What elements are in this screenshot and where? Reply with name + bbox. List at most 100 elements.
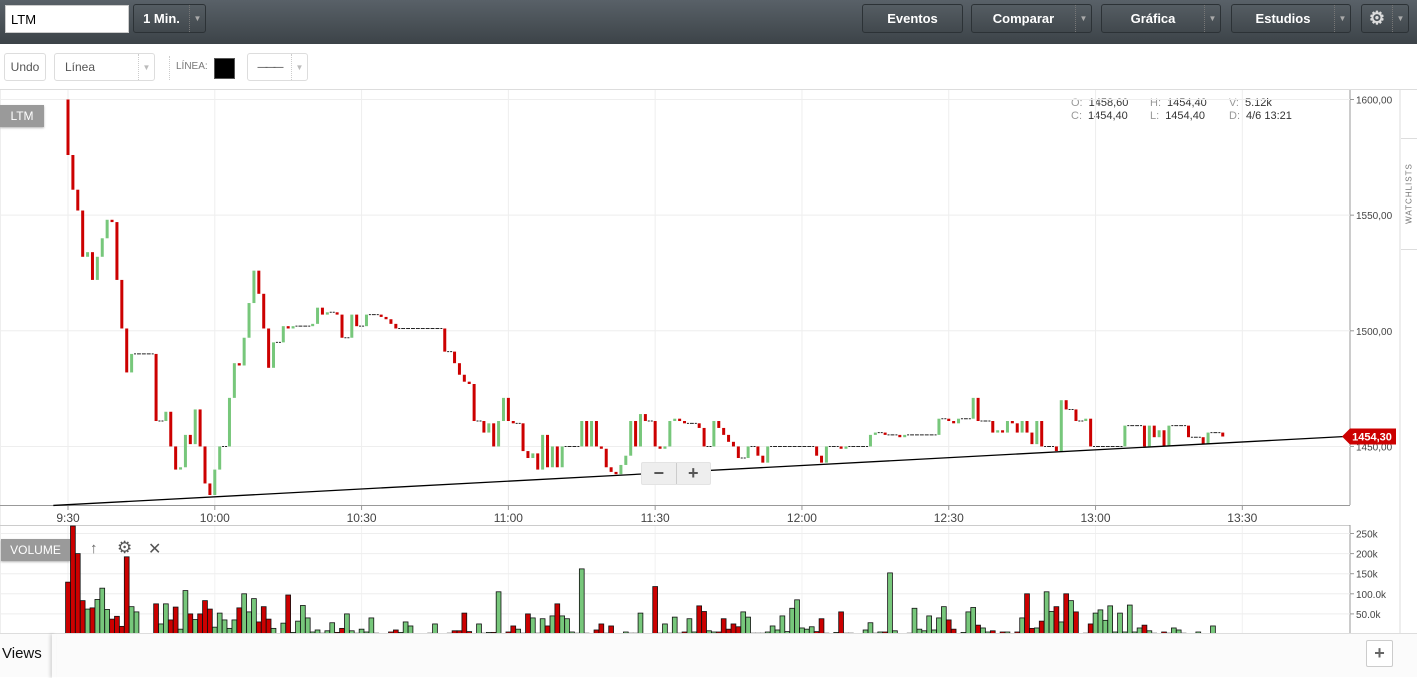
candle-up bbox=[233, 363, 236, 398]
volume-bar bbox=[1074, 612, 1079, 634]
zoom-out-button[interactable]: − bbox=[642, 463, 676, 484]
volume-bar bbox=[780, 616, 785, 634]
volume-bar bbox=[1020, 618, 1025, 634]
candle-down bbox=[698, 423, 701, 428]
candle-up bbox=[96, 257, 99, 280]
time-tick-label: 10:30 bbox=[347, 511, 377, 525]
candle-up bbox=[1084, 419, 1087, 421]
candle-down bbox=[522, 423, 525, 451]
volume-bar bbox=[560, 616, 565, 634]
volume-bar bbox=[1098, 610, 1103, 634]
chart-frame bbox=[0, 90, 1400, 634]
candle-down bbox=[898, 435, 901, 437]
candle-up bbox=[937, 419, 940, 435]
candle-down bbox=[815, 446, 818, 455]
volume-bar bbox=[687, 619, 692, 634]
price-series-badge[interactable]: LTM bbox=[0, 105, 44, 127]
candle-down bbox=[556, 446, 559, 467]
candle-down bbox=[111, 220, 114, 222]
candle-up bbox=[541, 435, 544, 470]
candle-down bbox=[977, 398, 980, 421]
candle-up bbox=[252, 271, 255, 303]
candle-up bbox=[957, 419, 960, 424]
candle-down bbox=[1163, 430, 1166, 446]
candle-down bbox=[389, 319, 392, 324]
candle-down bbox=[947, 419, 950, 421]
candle-down bbox=[287, 326, 290, 328]
volume-bar bbox=[966, 612, 971, 634]
candle-down bbox=[257, 271, 260, 294]
candle-up bbox=[326, 312, 329, 314]
candle-down bbox=[1001, 430, 1004, 432]
candle-down bbox=[585, 421, 588, 446]
volume-bar bbox=[790, 608, 795, 634]
candle-down bbox=[385, 317, 388, 319]
candle-down bbox=[341, 315, 344, 338]
views-label: Views bbox=[2, 645, 42, 662]
price-tick-label: 1600,00 bbox=[1356, 96, 1393, 107]
time-tick-label: 13:30 bbox=[1227, 511, 1257, 525]
candle-down bbox=[610, 467, 613, 472]
volume-bar bbox=[1103, 620, 1108, 634]
candle-down bbox=[1221, 433, 1224, 437]
candle-down bbox=[199, 409, 202, 446]
candle-down bbox=[644, 414, 647, 421]
volume-bar bbox=[95, 599, 100, 634]
volume-bar bbox=[839, 612, 844, 634]
volume-bar bbox=[1044, 592, 1049, 634]
volume-bar bbox=[1069, 601, 1074, 634]
volume-bar bbox=[198, 614, 203, 634]
current-price-label: 1454,30 bbox=[1352, 432, 1392, 444]
candle-up bbox=[1148, 426, 1151, 447]
candle-down bbox=[81, 211, 84, 257]
volume-tick-label: 50.0k bbox=[1356, 610, 1381, 621]
add-view-button[interactable]: + bbox=[1366, 640, 1393, 667]
volume-bar bbox=[672, 617, 677, 634]
candle-down bbox=[174, 446, 177, 469]
volume-tick-label: 150k bbox=[1356, 570, 1379, 581]
candle-up bbox=[825, 446, 828, 462]
candle-down bbox=[1187, 426, 1190, 438]
volume-study-badge[interactable]: VOLUME bbox=[1, 539, 70, 561]
candle-down bbox=[169, 412, 172, 447]
candle-up bbox=[874, 433, 877, 435]
candle-down bbox=[1065, 400, 1068, 409]
candle-down bbox=[492, 423, 495, 446]
candle-down bbox=[115, 222, 118, 280]
candle-up bbox=[629, 421, 632, 456]
candle-down bbox=[380, 315, 383, 317]
volume-bar bbox=[540, 619, 545, 634]
candle-up bbox=[350, 315, 353, 338]
candle-down bbox=[615, 472, 618, 474]
candle-down bbox=[453, 352, 456, 364]
volume-bar bbox=[110, 619, 115, 634]
candle-down bbox=[600, 446, 603, 448]
candle-down bbox=[67, 100, 70, 156]
candle-down bbox=[355, 315, 358, 327]
volume-tick-label: 200k bbox=[1356, 550, 1379, 561]
zoom-in-button[interactable]: + bbox=[676, 463, 711, 484]
volume-bar bbox=[217, 613, 222, 634]
volume-bar bbox=[530, 618, 535, 634]
candle-down bbox=[761, 456, 764, 463]
volume-bar bbox=[1093, 613, 1098, 634]
volume-bar bbox=[203, 601, 208, 634]
time-tick-label: 12:30 bbox=[934, 511, 964, 525]
candle-up bbox=[292, 326, 295, 328]
volume-bar bbox=[85, 609, 90, 634]
volume-bar bbox=[252, 599, 257, 634]
candle-up bbox=[130, 354, 133, 373]
candle-up bbox=[184, 435, 187, 467]
close-icon[interactable]: ✕ bbox=[148, 539, 161, 559]
candle-up bbox=[639, 414, 642, 446]
watchlists-tab[interactable]: WATCHLISTS bbox=[1401, 138, 1417, 250]
candle-down bbox=[737, 446, 740, 458]
candle-down bbox=[125, 328, 128, 372]
gear-icon[interactable]: ⚙ bbox=[117, 538, 132, 558]
candle-down bbox=[884, 433, 887, 435]
candle-down bbox=[840, 446, 843, 448]
volume-bar bbox=[154, 604, 159, 634]
move-up-icon[interactable]: ↑ bbox=[90, 540, 98, 557]
candle-down bbox=[1074, 409, 1077, 421]
